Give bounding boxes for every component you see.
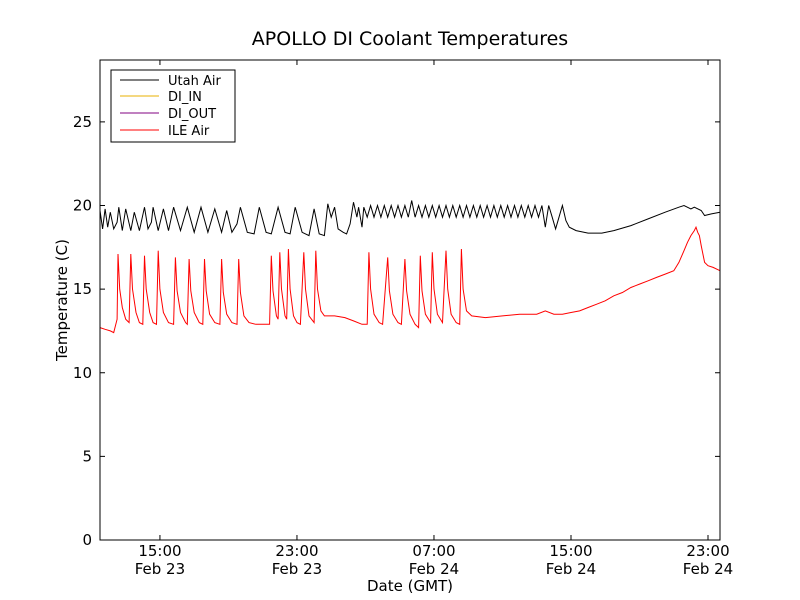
y-tick-label: 15 [73, 280, 92, 298]
legend: Utah Air DI_IN DI_OUT ILE Air [110, 69, 236, 143]
x-tick-label-time: 15:00 [549, 542, 592, 560]
y-axis-label: Temperature (C) [53, 239, 71, 362]
y-tick-label: 5 [82, 447, 92, 465]
x-tick-label-time: 15:00 [138, 542, 181, 560]
series-layer [99, 200, 721, 334]
y-tick-label: 10 [73, 364, 92, 382]
x-tick-label-time: 23:00 [275, 542, 318, 560]
x-tick-label-time: 07:00 [412, 542, 455, 560]
plot-frame [99, 59, 721, 541]
y-tick-label: 0 [82, 531, 92, 549]
x-tick-label-date: Feb 23 [135, 560, 185, 578]
legend-label-ile-air: ILE Air [168, 124, 210, 139]
x-tick-label-date: Feb 23 [272, 560, 322, 578]
y-tick-label: 20 [73, 197, 92, 215]
chart-title: APOLLO DI Coolant Temperatures [252, 28, 568, 50]
x-tick-label-time: 23:00 [686, 542, 729, 560]
legend-label-di-in: DI_IN [168, 90, 202, 105]
x-tick-label-date: Feb 24 [546, 560, 596, 578]
series-line-utah-air [99, 200, 721, 237]
x-axis-label: Date (GMT) [367, 577, 453, 595]
legend-label-utah-air: Utah Air [168, 74, 221, 89]
series-line-ile-air [99, 225, 721, 334]
y-tick-label: 25 [73, 113, 92, 131]
x-tick-label-date: Feb 24 [409, 560, 459, 578]
legend-label-di-out: DI_OUT [168, 107, 216, 122]
x-tick-label-date: Feb 24 [683, 560, 733, 578]
